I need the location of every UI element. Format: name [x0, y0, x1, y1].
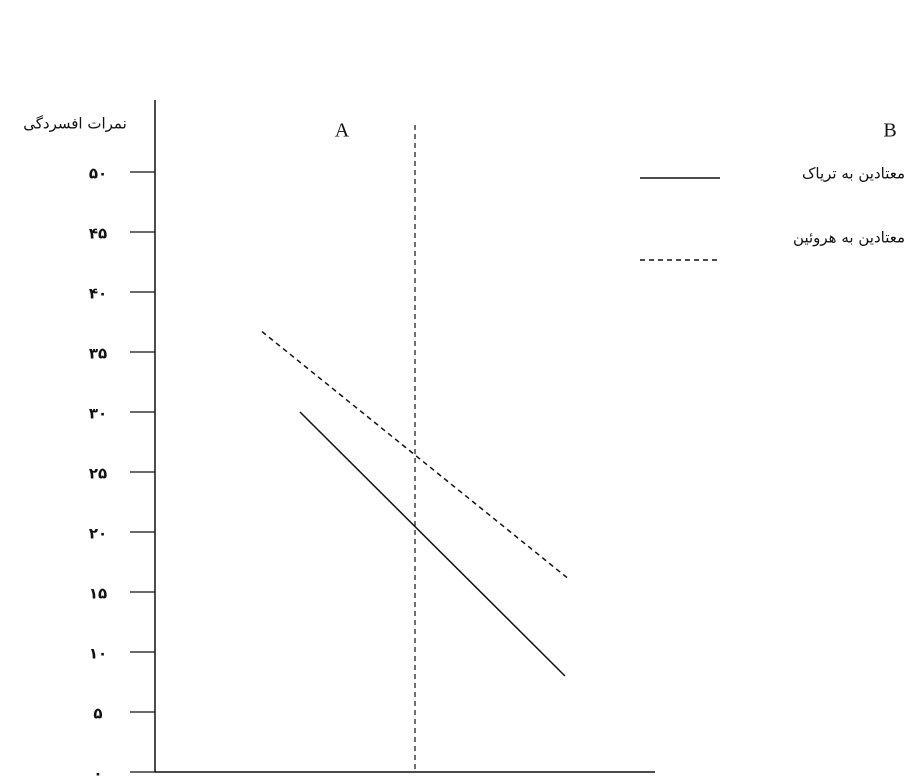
y-tick-label: ۲۵: [89, 465, 107, 483]
y-tick-label: ۴۵: [89, 225, 107, 243]
y-tick-label: ۴۰: [89, 285, 107, 303]
y-tick-label: ۰: [93, 765, 102, 779]
annotation: A: [335, 120, 350, 142]
data-line: [299, 411, 566, 677]
y-tick-label: ۲۰: [89, 525, 107, 543]
y-axis-label: نمرات افسردگی: [23, 115, 127, 133]
annotation: B: [883, 120, 896, 142]
y-tick-label: ۵: [93, 705, 102, 723]
data-line: [261, 331, 568, 579]
legend-label: معتادین به هروئین: [793, 229, 905, 247]
y-tick-label: ۱۵: [89, 585, 107, 603]
y-tick-label: ۳۵: [89, 345, 107, 363]
legend-label: معتادین به تریاک: [802, 165, 905, 183]
y-tick-label: ۱۰: [89, 645, 107, 663]
y-tick-label: ۵۰: [89, 165, 107, 183]
y-tick-label: ۳۰: [89, 405, 107, 423]
